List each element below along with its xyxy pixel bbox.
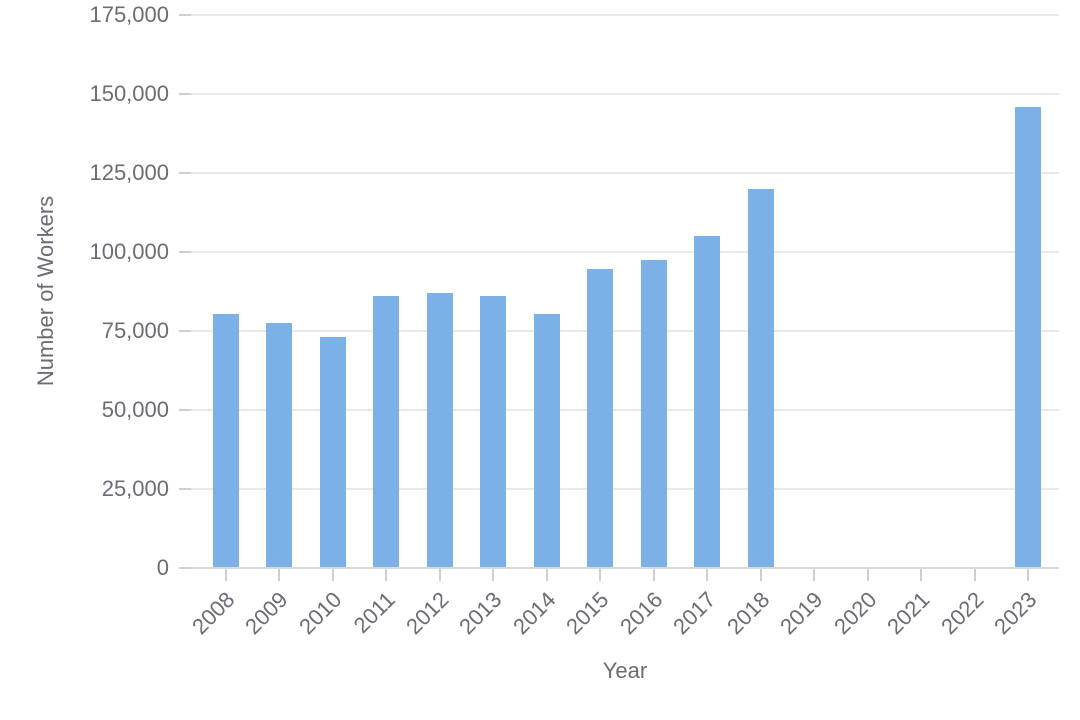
y-tick-label-175,000: 175,000: [89, 2, 169, 27]
year-slot-2022: 2022: [936, 15, 1002, 639]
y-tick-label-25,000: 25,000: [101, 476, 169, 501]
x-axis-line: [191, 567, 1059, 569]
x-tick-label-2013: 2013: [454, 586, 507, 640]
x-axis-tick-2013: [492, 568, 495, 581]
x-axis-tick-2014: [545, 568, 548, 581]
bar-2015: [587, 269, 614, 568]
x-tick-label-2023: 2023: [989, 586, 1042, 640]
gridline-175,000: [191, 14, 1059, 16]
x-axis-title: Year: [602, 658, 648, 683]
y-axis-tick-0: [179, 567, 191, 569]
x-axis-tick-2020: [866, 568, 869, 581]
x-tick-label-2022: 2022: [935, 586, 989, 640]
bar-2017: [694, 236, 721, 568]
x-tick-label-2010: 2010: [293, 586, 347, 640]
y-axis-tick-150,000: [179, 93, 191, 95]
x-axis-tick-2021: [920, 568, 923, 581]
x-tick-label-2015: 2015: [561, 586, 614, 640]
x-tick-label-2014: 2014: [507, 586, 561, 640]
bar-2013: [480, 296, 507, 568]
bar-2016: [640, 259, 667, 568]
year-slot-2011: 2011: [349, 15, 414, 638]
x-axis-tick-2016: [652, 568, 655, 581]
year-slot-2017: 2017: [668, 15, 735, 639]
x-axis-tick-2015: [599, 568, 602, 581]
y-axis-tick-25,000: [179, 488, 191, 490]
y-axis-tick-125,000: [179, 172, 191, 174]
gridline-50,000: [191, 409, 1059, 411]
y-axis-tick-100,000: [179, 251, 191, 253]
year-slot-2012: 2012: [401, 15, 467, 639]
year-slot-2021: 2021: [882, 15, 949, 639]
x-axis-tick-2010: [331, 568, 334, 581]
y-tick-label-75,000: 75,000: [101, 318, 169, 343]
x-axis-tick-2012: [438, 568, 441, 581]
x-axis-tick-2008: [224, 568, 227, 581]
x-axis-tick-2009: [278, 568, 281, 581]
x-tick-label-2021: 2021: [882, 586, 935, 640]
x-axis-tick-2022: [973, 568, 976, 581]
x-tick-label-2020: 2020: [828, 586, 882, 640]
bar-2014: [533, 313, 560, 568]
x-tick-label-2008: 2008: [186, 586, 240, 640]
bar-2010: [319, 337, 346, 568]
x-tick-label-2011: 2011: [348, 586, 400, 638]
year-slot-2009: 2009: [240, 15, 307, 639]
x-tick-label-2019: 2019: [775, 586, 828, 640]
year-slot-2014: 2014: [508, 15, 574, 639]
year-slot-2016: 2016: [615, 15, 681, 639]
year-slot-2020: 2020: [829, 15, 895, 639]
bar-2018: [747, 188, 774, 568]
y-tick-label-125,000: 125,000: [89, 160, 169, 185]
y-axis-tick-50,000: [179, 409, 191, 411]
y-tick-label-0: 0: [156, 555, 169, 580]
x-tick-label-2012: 2012: [400, 586, 454, 640]
year-slot-2023: 2023: [989, 15, 1056, 639]
bar-2012: [426, 293, 453, 568]
year-slot-2019: 2019: [775, 15, 842, 639]
y-tick-label-150,000: 150,000: [89, 81, 169, 106]
x-axis-tick-2023: [1027, 568, 1030, 581]
x-tick-label-2016: 2016: [614, 586, 668, 640]
year-slot-2013: 2013: [454, 15, 521, 639]
gridline-100,000: [191, 251, 1059, 253]
x-axis-tick-2019: [813, 568, 816, 581]
gridline-75,000: [191, 330, 1059, 332]
year-slot-2018: 2018: [722, 15, 788, 639]
x-axis-tick-2018: [759, 568, 762, 581]
gridline-25,000: [191, 488, 1059, 490]
plot-area: 2008 2009 2010 2011 2012 2013 2014 2015 2016 2017…: [89, 4, 1059, 639]
x-tick-label-2017: 2017: [668, 586, 721, 640]
year-slot-2015: 2015: [561, 15, 628, 639]
y-axis-tick-175,000: [179, 14, 191, 16]
bar-2011: [373, 296, 400, 568]
bar-2008: [212, 313, 239, 568]
y-axis-title: Number of Workers: [33, 195, 58, 387]
bars-container: 2008 2009 2010 2011 2012 2013 2014 2015 2016 2017…: [187, 15, 1056, 639]
x-tick-label-2009: 2009: [240, 586, 293, 640]
y-tick-label-50,000: 50,000: [101, 397, 169, 422]
gridline-150,000: [191, 93, 1059, 95]
gridline-125,000: [191, 172, 1059, 174]
year-slot-2008: 2008: [187, 15, 253, 639]
y-axis-tick-75,000: [179, 330, 191, 332]
y-tick-label-100,000: 100,000: [89, 239, 169, 264]
x-tick-label-2018: 2018: [721, 586, 775, 640]
x-axis-tick-2017: [706, 568, 709, 581]
bar-2009: [266, 323, 293, 568]
x-axis-tick-2011: [385, 568, 388, 581]
year-slot-2010: 2010: [294, 15, 360, 639]
bar-2023: [1015, 106, 1042, 568]
